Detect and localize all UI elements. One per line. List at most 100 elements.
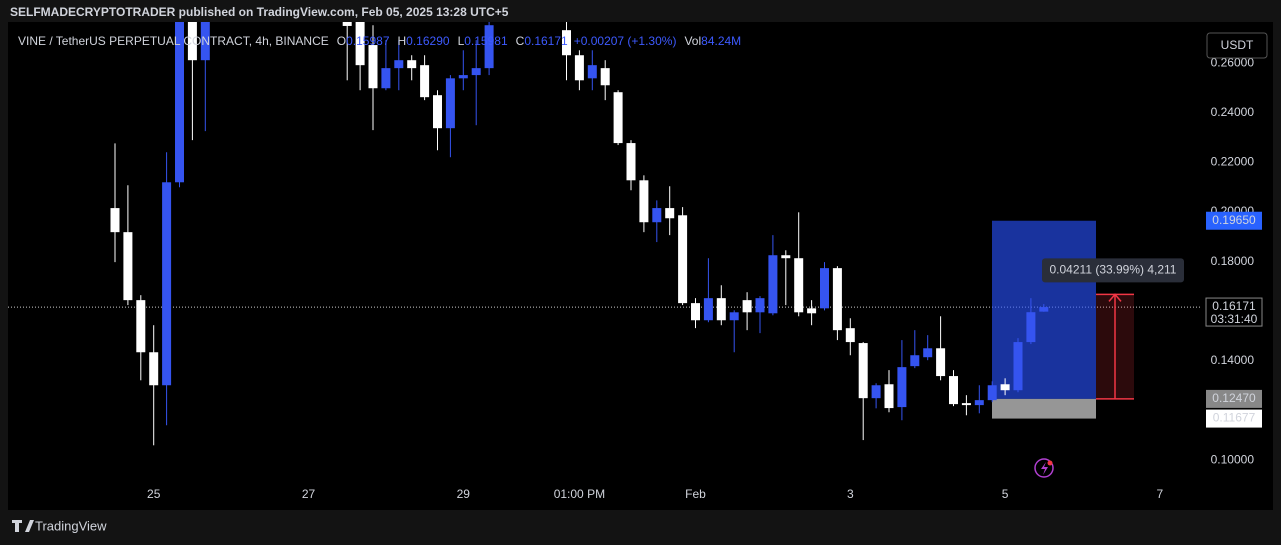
y-tick-label: 0.18000 — [1211, 254, 1255, 268]
candle-body — [845, 328, 855, 343]
candle-body — [613, 92, 623, 144]
legend-key: C — [516, 34, 525, 48]
candle-body — [187, 22, 197, 61]
alert-dot — [1047, 460, 1053, 466]
candle-body — [1013, 342, 1023, 391]
brand-logo — [12, 520, 34, 532]
candle-body — [600, 68, 610, 86]
candle-body — [974, 400, 984, 406]
candle-body — [626, 143, 636, 181]
candle-body — [381, 68, 391, 89]
measure-arrow-head — [1108, 293, 1122, 302]
candle-body — [639, 180, 649, 223]
candle-body — [1039, 307, 1049, 312]
candle-body — [794, 258, 804, 313]
published-note: SELFMADECRYPTOTRADER published on Tradin… — [10, 5, 509, 19]
alert-icon[interactable] — [1034, 458, 1054, 478]
alert-bolt — [1041, 462, 1048, 475]
legend: VINE / TetherUS PERPETUAL CONTRACT, 4h, … — [18, 34, 741, 48]
axes: 25 27 29 01:00 PM Feb 3 5 7 0.10000 0.14000 0.1800… — [147, 55, 1263, 501]
candle-body — [162, 182, 172, 386]
legend-value: 0.16171 — [524, 34, 568, 48]
y-tick-label: 0.24000 — [1211, 105, 1255, 119]
candle-body — [755, 298, 765, 313]
candle-body — [368, 45, 378, 89]
candle-body — [665, 208, 675, 219]
candle-body — [807, 308, 817, 314]
candle-body — [871, 385, 881, 399]
legend-volume-key: Vol — [684, 34, 701, 48]
candle-body — [407, 60, 417, 69]
candle-body — [703, 298, 713, 321]
legend-change: +0.00207 (+1.30%) — [574, 34, 677, 48]
candle-body — [652, 208, 662, 223]
candle-body — [149, 352, 159, 386]
stop-price-label-box — [1206, 409, 1262, 428]
candle-body — [1026, 312, 1036, 343]
legend-value: 0.16290 — [406, 34, 450, 48]
x-tick-label: 3 — [847, 487, 854, 501]
candle-body — [768, 255, 778, 314]
entry-price-label: 0.12470 — [1212, 391, 1256, 405]
legend-key: O — [337, 34, 346, 48]
last-price-label: 0.16171 — [1212, 299, 1256, 313]
candle-body — [729, 312, 739, 321]
candle-body — [445, 78, 455, 129]
legend-volume: 84.24M — [701, 34, 741, 48]
candle-body — [949, 376, 958, 405]
x-tick-label: 27 — [302, 487, 316, 501]
countdown-label: 03:31:40 — [1211, 312, 1258, 326]
candle-body — [562, 30, 571, 56]
x-tick-label: Feb — [685, 487, 706, 501]
legend-key: L — [458, 34, 465, 48]
candle-body — [484, 25, 494, 69]
entry-price-label-box — [1206, 389, 1262, 408]
candle-body — [355, 22, 365, 66]
position-stop-zone — [992, 398, 1096, 419]
legend-value: 0.15981 — [464, 34, 508, 48]
stop-price-label: 0.11677 — [1213, 411, 1256, 425]
measure-label-box — [1042, 258, 1184, 283]
currency-label[interactable]: USDT — [1221, 38, 1254, 52]
candle-body — [574, 55, 584, 81]
candle-body — [858, 343, 868, 399]
x-tick-label: 29 — [457, 487, 471, 501]
candle-body — [200, 22, 210, 61]
candle-body — [458, 75, 468, 79]
candle-body — [678, 215, 688, 304]
currency-button[interactable] — [1206, 32, 1268, 59]
target-price-label: 0.19650 — [1212, 213, 1256, 227]
candle-body — [110, 208, 120, 233]
candle-body — [716, 298, 726, 321]
legend-symbol: VINE / TetherUS PERPETUAL CONTRACT, 4h, … — [18, 34, 329, 48]
candle-body — [832, 268, 842, 331]
y-tick-label: 0.14000 — [1211, 353, 1255, 367]
x-tick-label: 01:00 PM — [554, 487, 605, 501]
last-price-box — [1205, 297, 1263, 327]
candle-body — [897, 367, 907, 408]
candle-body — [1000, 384, 1010, 391]
candle-body — [923, 348, 933, 358]
target-price-label-box — [1206, 211, 1262, 230]
x-tick-label: 5 — [1002, 487, 1009, 501]
candle-body — [820, 268, 829, 309]
candle-body — [136, 300, 146, 353]
candle-body — [123, 232, 133, 301]
candle-body — [742, 300, 752, 313]
candle-body — [394, 60, 404, 69]
candle-body — [910, 355, 920, 367]
x-tick-label: 25 — [147, 487, 161, 501]
candle-body — [961, 403, 971, 406]
y-tick-label: 0.26000 — [1211, 55, 1255, 69]
candle-body — [471, 68, 481, 76]
plot-area — [8, 22, 1200, 446]
legend-key: H — [398, 34, 407, 48]
candle-body — [691, 303, 700, 321]
x-tick-label: 7 — [1157, 487, 1164, 501]
brand-name: TradingView — [35, 518, 107, 533]
candle-body — [936, 348, 946, 377]
legend-value: 0.15987 — [346, 34, 390, 48]
candle-body — [420, 65, 430, 98]
